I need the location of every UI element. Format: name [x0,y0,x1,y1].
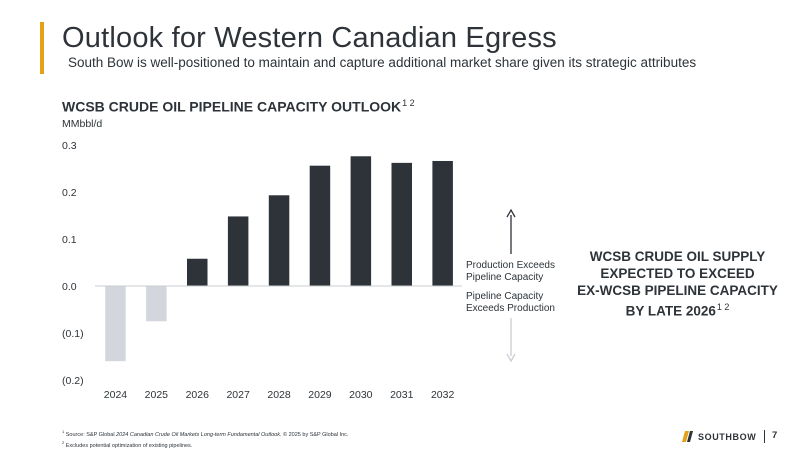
footnote-1-text-a: Source: S&P Global [65,431,117,438]
y-tick-label: (0.1) [62,328,84,340]
y-tick-label: 0.1 [62,234,77,246]
southbow-logo: SOUTHBOW [680,430,756,443]
footnote-1-report-title: 2024 Canadian Crude Oil Markets Long-ter… [116,431,280,438]
footnote-2: 2 Excludes potential optimization of exi… [62,439,348,450]
down-arrow-icon [506,353,516,363]
up-arrow-icon [506,208,516,218]
x-tick-label: 2027 [226,389,250,401]
bar [432,160,453,286]
direction-arrows [506,208,516,363]
bar [187,258,208,286]
production-exceeds-line-2: Pipeline Capacity [466,272,544,283]
bar [105,286,126,362]
callout-line-4: BY LATE 20261 2 [560,299,795,320]
chart-title: WCSB CRUDE OIL PIPELINE CAPACITY OUTLOOK… [62,98,415,115]
x-tick-label: 2029 [308,389,332,401]
bar [146,286,167,322]
callout-line-2: EXPECTED TO EXCEED [600,266,755,281]
chart-title-text: WCSB CRUDE OIL PIPELINE CAPACITY OUTLOOK [62,98,402,115]
pipeline-exceeds-label: Pipeline Capacity Exceeds Production [466,291,555,315]
page-number-divider [764,430,765,443]
page-subtitle: South Bow is well-positioned to maintain… [68,55,697,70]
footnote-2-number: 2 [62,439,65,445]
production-exceeds-label: Production Exceeds Pipeline Capacity [466,260,555,284]
y-tick-label: 0.3 [62,140,77,152]
x-axis-ticks: 2024 2025 2026 2027 2028 2029 2030 2031 2032 [104,389,455,401]
footnote-1-number: 1 [62,429,65,434]
pipeline-exceeds-line-2: Exceeds Production [466,303,555,314]
callout-line-1: WCSB CRUDE OIL SUPPLY [589,249,766,264]
footnote-1: 1 Source: S&P Global 2024 Canadian Crude… [62,428,348,439]
footnotes: 1 Source: S&P Global 2024 Canadian Crude… [62,428,348,450]
y-axis-ticks: 0.3 0.2 0.1 0.0 (0.1) (0.2) [62,140,84,387]
y-tick-label: (0.2) [62,375,84,387]
bar [350,156,372,286]
x-tick-label: 2025 [145,389,169,401]
bar [227,216,249,286]
footnote-1-text-b: . © 2025 by S&P Global Inc. [279,431,349,438]
x-tick-label: 2030 [349,389,373,401]
bar [391,162,412,286]
chart-unit-label: MMbbl/d [62,118,103,130]
chart-title-footnote-ref: 1 2 [402,98,415,108]
x-tick-label: 2032 [431,389,455,401]
x-tick-label: 2031 [390,389,414,401]
pipeline-exceeds-line-1: Pipeline Capacity [466,291,544,302]
x-tick-label: 2026 [186,389,210,401]
callout-statement: WCSB CRUDE OIL SUPPLY EXPECTED TO EXCEED… [560,248,795,320]
bar [309,165,331,286]
callout-line-3: EX-WCSB PIPELINE CAPACITY [577,283,778,298]
callout-line-4-text: BY LATE 2026 [625,303,716,319]
x-tick-label: 2028 [267,389,291,401]
production-exceeds-line-1: Production Exceeds [466,260,555,271]
callout-footnote-ref: 1 2 [716,302,730,312]
x-tick-label: 2024 [104,389,128,401]
footnote-2-text: Excludes potential optimization of exist… [65,442,193,449]
page-number: 7 [772,430,778,441]
bar [268,195,290,286]
southbow-logo-icon [682,431,693,442]
page-title: Outlook for Western Canadian Egress [62,22,557,54]
southbow-logo-text: SOUTHBOW [698,431,757,442]
bar-series [95,156,462,362]
title-accent-bar [40,22,44,74]
y-tick-label: 0.0 [62,281,77,293]
y-tick-label: 0.2 [62,187,77,199]
